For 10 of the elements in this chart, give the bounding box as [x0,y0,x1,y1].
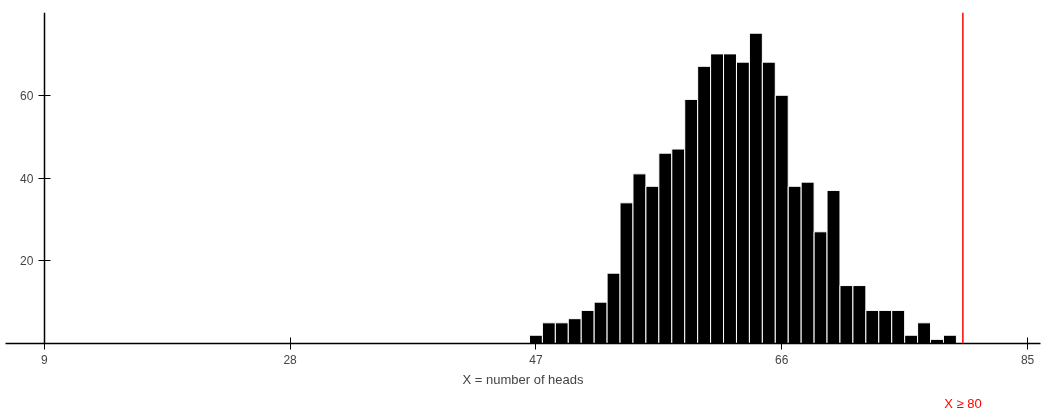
x-tick-label: 28 [283,352,298,367]
ref-line-label: X ≥ 80 [944,395,982,411]
x-tick-label: 47 [529,352,543,367]
y-tick-label: 20 [19,254,34,269]
x-tick-label: 66 [775,352,789,367]
x-tick-label: 9 [40,352,48,367]
y-tick-label: 60 [19,88,34,103]
x-tick-label: 85 [1020,352,1035,367]
x-axis-title: X = number of heads [462,371,585,387]
y-tick-label: 40 [19,171,34,186]
